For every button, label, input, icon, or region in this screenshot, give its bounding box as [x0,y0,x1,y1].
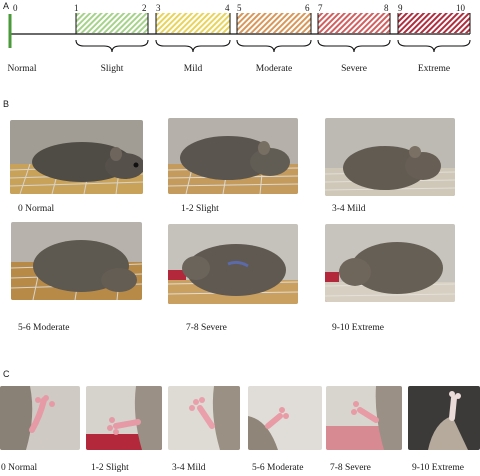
label-severe: Severe [341,64,367,74]
paw-photo-extreme [408,386,480,450]
tick-1: 1 [74,3,79,13]
caption-c-normal: 0 Normal [1,463,38,473]
mouse-photo-moderate [11,222,142,300]
caption-b-normal: 0 Normal [18,204,55,214]
tick-10: 10 [456,3,465,13]
label-mild: Mild [183,64,203,74]
caption-c-slight: 1-2 Slight [91,463,129,473]
panel-b-letter: B [3,99,10,109]
caption-c-severe: 7-8 Severe [330,463,371,473]
moderate-bar [237,13,311,33]
slight-brace [75,39,149,53]
tick-2: 2 [142,3,147,13]
caption-b-severe: 7-8 Severe [186,323,227,333]
paw-photo-moderate [248,386,322,450]
caption-c-mild: 3-4 Mild [172,463,206,473]
label-normal: Normal [7,64,37,74]
tick-3: 3 [156,3,161,13]
caption-c-moderate: 5-6 Moderate [252,463,304,473]
tick-8: 8 [384,3,389,13]
tick-0: 0 [13,3,18,13]
paw-photo-severe [326,386,402,450]
moderate-brace [236,39,312,53]
mild-brace [155,39,231,53]
tick-4: 4 [225,3,230,13]
mouse-photo-severe [168,224,298,304]
mouse-photo-extreme [325,224,455,302]
mouse-photo-slight [168,118,298,194]
tick-6: 6 [305,3,310,13]
panel-c-letter: C [3,369,10,379]
paw-photo-normal [0,386,80,450]
label-moderate: Moderate [255,64,293,74]
tick-5: 5 [237,3,242,13]
severity-scale [8,13,471,53]
tick-9: 9 [398,3,403,13]
label-slight: Slight [100,64,124,74]
mouse-photo-mild [325,118,455,196]
label-extreme: Extreme [417,64,451,74]
severe-bar [318,13,390,33]
caption-c-extreme: 9-10 Extreme [412,463,464,473]
paw-photo-slight [86,386,162,450]
extreme-bar [398,13,470,33]
mild-bar [156,13,230,33]
extreme-brace [397,39,471,53]
severe-brace [317,39,391,53]
slight-bar [76,13,148,33]
caption-b-moderate: 5-6 Moderate [18,323,70,333]
paw-photo-mild [168,386,240,450]
caption-b-extreme: 9-10 Extreme [332,323,384,333]
caption-b-slight: 1-2 Slight [181,204,219,214]
mouse-photo-normal [10,120,143,194]
caption-b-mild: 3-4 Mild [332,204,366,214]
tick-7: 7 [318,3,323,13]
panel-a-letter: A [3,1,10,11]
